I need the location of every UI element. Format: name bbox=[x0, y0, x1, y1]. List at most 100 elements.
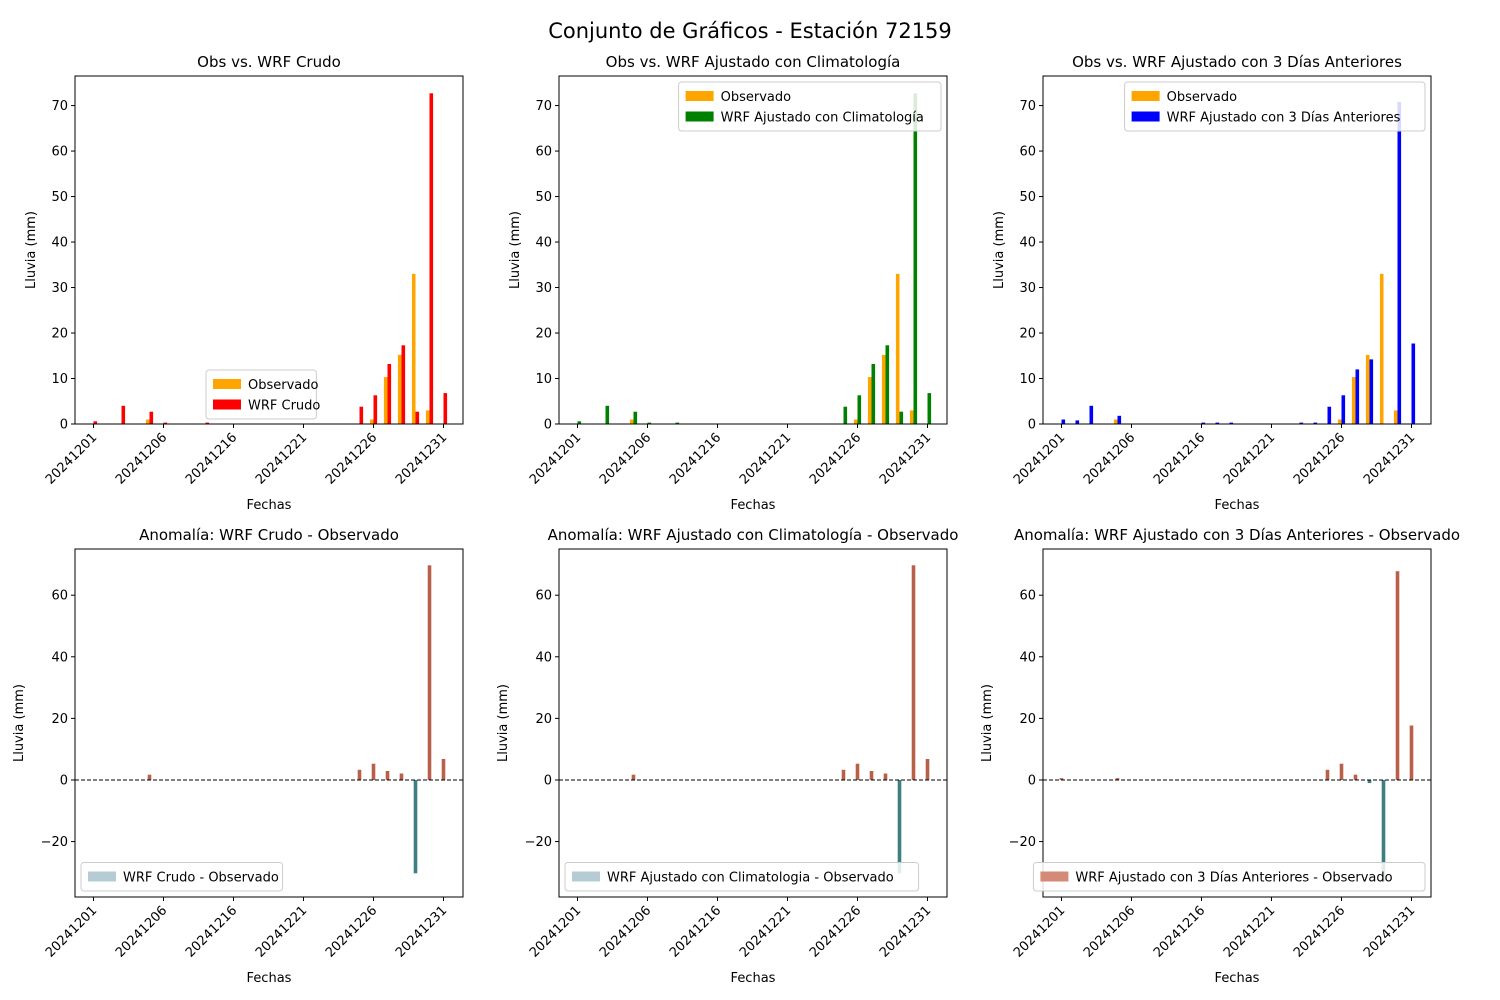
x-tick-label: 20241221 bbox=[737, 430, 794, 487]
y-tick-label: 50 bbox=[535, 190, 552, 205]
legend: Observado WRF Crudo bbox=[205, 369, 320, 420]
subplot-title: Obs vs. WRF Ajustado con Climatología bbox=[606, 53, 901, 71]
bar bbox=[633, 411, 638, 424]
legend: Observado WRF Ajustado con Climatología bbox=[678, 81, 942, 132]
bar bbox=[397, 354, 402, 424]
bar bbox=[909, 410, 914, 424]
x-tick-label: 20241221 bbox=[253, 903, 310, 960]
anomaly-bar bbox=[399, 773, 404, 780]
y-tick-label: 20 bbox=[51, 327, 68, 342]
y-tick-label: −20 bbox=[525, 835, 552, 850]
legend-frame bbox=[80, 862, 284, 892]
anomaly-bar bbox=[1339, 763, 1344, 780]
x-tick-label: 20241201 bbox=[43, 430, 100, 487]
y-tick-label: 40 bbox=[535, 236, 552, 251]
anomaly-bar bbox=[925, 759, 930, 780]
legend: Observado WRF Ajustado con 3 Días Anterio… bbox=[1124, 81, 1426, 132]
x-axis-label: Fechas bbox=[247, 498, 292, 513]
anomaly-bar bbox=[1325, 769, 1330, 780]
y-tick-label: 50 bbox=[51, 190, 68, 205]
bar bbox=[927, 393, 932, 424]
subplot-title: Anomalía: WRF Ajustado con Climatología … bbox=[548, 526, 959, 544]
y-tick-label: 70 bbox=[1019, 99, 1036, 114]
legend-frame bbox=[564, 862, 920, 892]
bar bbox=[1089, 405, 1094, 424]
bar bbox=[401, 345, 406, 424]
bar bbox=[1379, 273, 1384, 424]
y-tick-label: 10 bbox=[51, 372, 68, 387]
y-tick-label: 60 bbox=[51, 145, 68, 160]
anomaly-bar bbox=[631, 774, 636, 780]
subplot-grid: Obs vs. WRF Crudo 0 10 20 30 40 50 60 70 20241201… bbox=[12, 53, 1460, 986]
x-tick-label: 20241206 bbox=[597, 903, 654, 960]
bar bbox=[93, 421, 98, 424]
bar bbox=[429, 93, 434, 425]
y-tick-label: 20 bbox=[535, 327, 552, 342]
x-tick-label: 20241216 bbox=[183, 903, 240, 960]
anomaly-bar bbox=[371, 763, 376, 780]
y-tick-label: 40 bbox=[51, 650, 68, 665]
y-tick-label: 0 bbox=[544, 773, 552, 788]
bar bbox=[1397, 101, 1402, 425]
x-tick-label: 20241231 bbox=[877, 903, 934, 960]
legend-swatch bbox=[213, 399, 241, 410]
x-tick-label: 20241226 bbox=[323, 903, 380, 960]
legend-swatch bbox=[572, 871, 600, 882]
legend-label: Observado bbox=[721, 90, 792, 105]
bar bbox=[853, 419, 858, 424]
anomaly-bar bbox=[869, 771, 874, 780]
legend-frame bbox=[1124, 81, 1426, 132]
bar bbox=[1075, 420, 1080, 424]
x-axis-label: Fechas bbox=[1215, 498, 1260, 513]
subplot-4: Anomalía: WRF Crudo - Observado −20 0 20 40 6… bbox=[12, 526, 464, 986]
x-tick-label: 20241231 bbox=[1361, 903, 1418, 960]
anomaly-bar bbox=[147, 774, 152, 780]
legend-label: Observado bbox=[1167, 90, 1238, 105]
bar bbox=[1411, 343, 1416, 424]
bar bbox=[369, 419, 374, 424]
y-axis-label: Lluvia (mm) bbox=[992, 211, 1007, 289]
x-tick-label: 20241201 bbox=[43, 903, 100, 960]
y-tick-label: 70 bbox=[535, 99, 552, 114]
bar bbox=[443, 393, 448, 424]
x-tick-label: 20241206 bbox=[597, 430, 654, 487]
bar bbox=[1365, 354, 1370, 424]
figure-suptitle: Conjunto de Gráficos - Estación 72159 bbox=[548, 19, 952, 43]
x-tick-label: 20241221 bbox=[1221, 430, 1278, 487]
y-tick-label: 40 bbox=[535, 650, 552, 665]
anomaly-bar bbox=[897, 780, 902, 874]
bar bbox=[899, 411, 904, 424]
anomaly-bar bbox=[357, 769, 362, 780]
anomaly-bar bbox=[1059, 778, 1064, 780]
x-tick-label: 20241226 bbox=[807, 903, 864, 960]
bar bbox=[1215, 422, 1220, 424]
bar bbox=[1341, 395, 1346, 424]
legend-label: WRF Ajustado con Climatología bbox=[721, 111, 924, 126]
bar bbox=[411, 273, 416, 424]
bar bbox=[1117, 415, 1122, 424]
bar bbox=[1299, 422, 1304, 424]
plot-frame bbox=[558, 548, 948, 898]
anomaly-bar bbox=[385, 771, 390, 780]
y-tick-label: 60 bbox=[535, 589, 552, 604]
bar bbox=[425, 410, 430, 424]
subplot-5: Anomalía: WRF Ajustado con Climatología … bbox=[496, 526, 958, 986]
y-tick-label: 60 bbox=[51, 589, 68, 604]
bar bbox=[145, 419, 150, 424]
bar bbox=[1313, 422, 1318, 424]
x-tick-label: 20241231 bbox=[1361, 430, 1418, 487]
legend: WRF Ajustado con Climatologia - Observad… bbox=[564, 862, 920, 892]
y-tick-label: 30 bbox=[51, 281, 68, 296]
plot-frame bbox=[74, 75, 464, 425]
y-axis-label: Lluvia (mm) bbox=[496, 684, 511, 762]
plot-frame bbox=[74, 548, 464, 898]
x-tick-label: 20241216 bbox=[1151, 903, 1208, 960]
anomaly-bar bbox=[441, 759, 446, 780]
y-tick-label: 60 bbox=[535, 145, 552, 160]
x-tick-label: 20241221 bbox=[1221, 903, 1278, 960]
x-tick-label: 20241231 bbox=[393, 430, 450, 487]
y-tick-label: 40 bbox=[1019, 650, 1036, 665]
anomaly-bar bbox=[1395, 571, 1400, 780]
anomaly-bar bbox=[427, 565, 432, 780]
subplot-title: Obs vs. WRF Crudo bbox=[197, 53, 341, 71]
